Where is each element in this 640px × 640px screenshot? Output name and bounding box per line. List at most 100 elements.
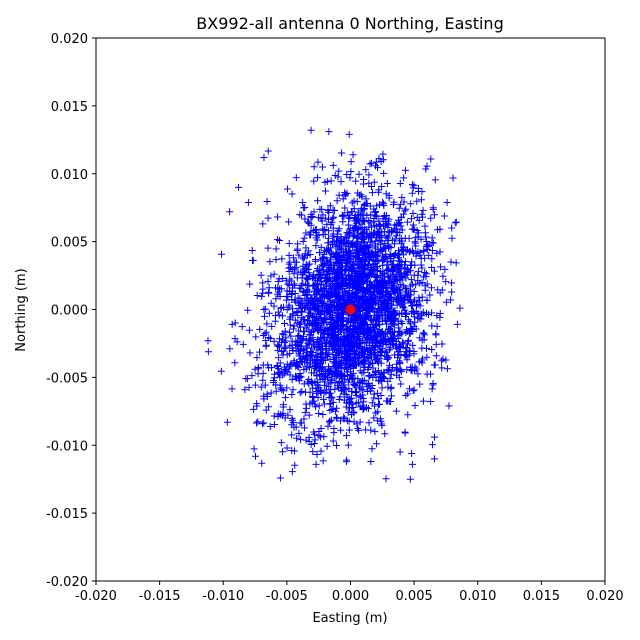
data-point-plus [388,363,396,371]
data-point-plus [266,423,274,431]
data-point-plus [359,353,367,361]
data-point-plus [407,276,415,284]
data-point-plus [341,278,349,286]
data-point-plus [406,320,414,328]
data-point-plus [344,251,352,259]
data-point-plus [374,237,382,245]
data-point-plus [348,360,356,368]
data-point-plus [305,218,313,226]
data-point-plus [380,222,388,230]
data-point-plus [368,271,376,279]
data-point-plus [414,268,422,276]
data-point-plus [387,370,395,378]
data-point-plus [372,316,380,324]
data-point-plus [347,265,355,273]
data-point-plus [365,372,373,380]
data-point-plus [356,269,364,277]
data-point-plus [358,204,366,212]
data-point-plus [351,291,359,299]
data-point-plus [293,434,301,442]
data-point-plus [323,178,331,186]
data-point-plus [349,258,357,266]
data-point-plus [270,270,278,278]
data-point-plus [321,356,329,364]
data-point-plus [348,199,356,207]
data-point-plus [337,266,345,274]
data-point-plus [286,406,294,414]
data-point-plus [394,228,402,236]
data-point-plus [293,274,301,282]
data-point-plus [367,458,375,466]
data-point-plus [408,328,416,336]
data-point-plus [265,309,273,317]
data-point-plus [319,163,327,171]
data-point-plus [423,353,431,361]
data-point-plus [327,278,335,286]
data-point-plus [324,292,332,300]
data-point-plus [380,254,388,262]
data-point-plus [396,358,404,366]
data-point-plus [359,210,367,218]
data-point-plus [309,340,317,348]
data-point-plus [378,384,386,392]
data-point-plus [312,234,320,242]
data-point-plus [374,367,382,375]
data-point-plus [286,275,294,283]
data-point-plus [319,411,327,419]
data-point-plus [368,445,376,453]
data-point-plus [368,305,376,313]
data-point-plus [401,429,409,437]
data-point-plus [333,358,341,366]
data-point-plus [382,397,390,405]
data-point-plus [353,260,361,268]
data-point-plus [333,414,341,422]
data-point-plus [416,251,424,259]
data-point-plus [256,325,264,333]
data-point-plus [300,253,308,261]
data-point-plus [407,200,415,208]
data-point-plus [432,331,440,339]
data-point-plus [332,249,340,257]
data-point-plus [353,420,361,428]
data-point-plus [392,232,400,240]
data-point-plus [369,261,377,269]
data-point-plus [386,375,394,383]
data-point-plus [315,314,323,322]
data-point-plus [291,461,299,469]
data-point-plus [337,235,345,243]
data-point-plus [376,247,384,255]
data-point-plus [370,394,378,402]
data-layer [204,126,464,483]
data-point-plus [359,306,367,314]
data-point-plus [337,274,345,282]
data-point-plus [402,329,410,337]
data-point-plus [366,334,374,342]
data-point-plus [346,225,354,233]
data-point-plus [420,336,428,344]
data-point-plus [275,335,283,343]
data-point-plus [356,367,364,375]
data-point-plus [320,266,328,274]
data-point-plus [313,346,321,354]
data-point-plus [358,302,366,310]
data-point-plus [384,354,392,362]
data-point-plus [365,271,373,279]
data-point-plus [383,329,391,337]
data-point-plus [347,168,355,176]
data-point-plus [334,227,342,235]
data-point-plus [350,326,358,334]
data-point-plus [261,305,269,313]
data-point-plus [428,255,436,263]
data-point-plus [259,369,267,377]
data-point-plus [325,394,333,402]
data-point-plus [388,284,396,292]
data-point-plus [332,373,340,381]
data-point-plus [226,345,234,353]
data-point-plus [317,270,325,278]
data-point-plus [352,388,360,396]
data-point-plus [410,350,418,358]
data-point-plus [380,368,388,376]
data-point-plus [288,190,296,198]
data-point-plus [204,337,212,345]
data-point-plus [343,170,351,178]
